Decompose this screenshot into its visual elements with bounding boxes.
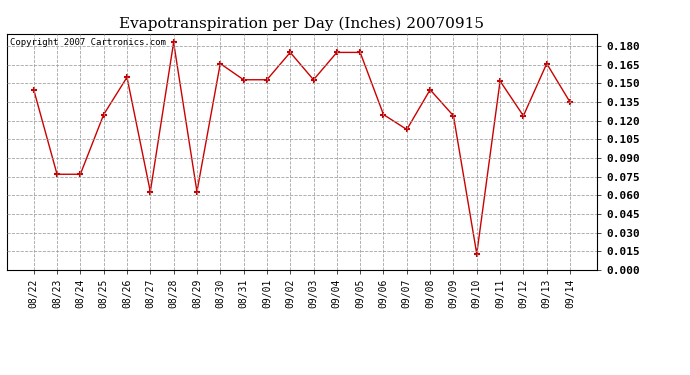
Title: Evapotranspiration per Day (Inches) 20070915: Evapotranspiration per Day (Inches) 2007…: [119, 17, 484, 31]
Text: Copyright 2007 Cartronics.com: Copyright 2007 Cartronics.com: [10, 39, 166, 48]
